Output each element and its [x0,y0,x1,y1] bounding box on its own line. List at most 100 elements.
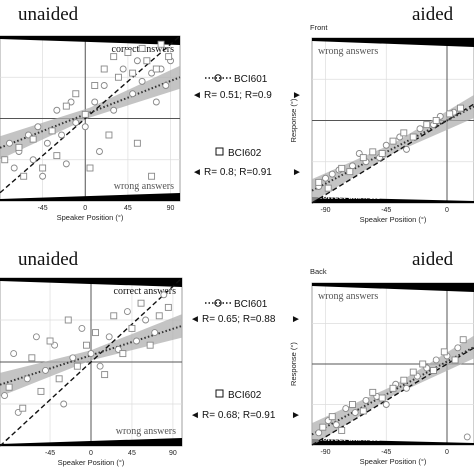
x-tick-label: -45 [381,449,391,456]
data-point-bci602 [315,178,323,186]
data-point-bci602 [91,82,99,89]
x-axis-label: Speaker Position (°) [57,213,124,222]
legend-label-bci602-back: BCI602 [228,390,262,401]
data-point-bci601 [349,162,356,170]
data-point-bci602 [124,49,132,56]
data-point-bci601 [133,337,140,345]
data-point-bci601 [39,172,47,180]
data-point-bci601 [53,106,61,114]
data-point-bci602 [119,350,127,358]
data-point-bci602 [81,110,89,118]
data-point-bci601 [351,409,359,417]
data-point-bci602 [164,303,172,311]
data-point-bci602 [155,312,163,320]
region-band-bottom [312,439,474,445]
data-point-bci601 [23,375,31,383]
row-label-front: Front [310,23,328,32]
data-point-bci601 [10,350,18,358]
region-label-bottom: wrong answers [116,426,176,437]
region-band-bottom [0,438,182,446]
x-tick-label: -90 [320,449,330,456]
data-point-bci601 [29,156,37,164]
data-point-bci602 [39,164,47,172]
data-point-bci602 [389,384,397,392]
data-point-bci601 [91,98,99,106]
data-point-bci602 [64,316,72,324]
x-tick-label: 0 [89,450,93,457]
data-point-bci601 [151,329,159,337]
data-point-bci601 [32,333,40,341]
data-point-bci602 [100,65,108,73]
stats-bci602-back: R= 0.68; R=0.91 [202,410,276,421]
data-point-bci602 [1,156,9,164]
data-point-bci602 [110,312,118,320]
data-point-bci601 [454,344,462,352]
data-point-bci602 [129,69,137,77]
data-point-bci601 [328,170,336,178]
data-point-bci602 [430,367,437,374]
data-point-bci602 [409,133,417,141]
data-point-bci602 [457,104,464,112]
data-point-bci602 [73,362,81,370]
data-point-bci601 [382,141,390,149]
fit-line [0,324,183,386]
region-band-top [0,278,182,287]
data-point-bci602 [138,44,146,52]
region-band-bottom [0,193,180,201]
data-point-bci602 [324,184,332,192]
x-tick-label: -90 [320,207,330,214]
x-tick-label: 0 [83,205,87,212]
region-label-bottom: wrong answers [114,181,174,192]
data-point-bci601 [142,316,150,324]
data-point-bci602 [114,73,122,81]
data-point-bci602 [86,164,94,172]
x-tick-label: 90 [167,205,175,212]
x-tick-label: 0 [445,207,449,214]
data-point-bci602 [20,172,28,180]
stats-bci602-front: R= 0.8; R=0.91 [204,167,272,178]
plot-back-unaided: correct answers wrong answers -45 0 45 90 Spea… [0,277,183,467]
plot-front-aided: wrong answers correct answers -90 -45 0 Speak… [289,37,474,224]
x-axis-label: Speaker Position (°) [360,215,427,224]
data-point-bci602 [46,337,54,345]
plot-back-aided: wrong answers correct answers -90 -45 0 Speak… [289,282,474,466]
data-point-bci602 [389,137,397,145]
data-point-bci602 [419,360,427,368]
fit-line [311,346,474,436]
data-point-bci602 [423,121,431,129]
region-label-bottom: correct answers [318,433,381,444]
arrow-right-icon: ► [292,90,302,101]
x-tick-label: -45 [38,205,48,212]
data-point-bci602 [62,102,70,110]
data-point-bci602 [369,148,377,156]
y-axis-label: Response (°) [289,342,298,386]
fit-line [0,76,181,149]
data-point-bci602 [400,129,408,137]
data-point-bci602 [451,356,459,364]
arrow-right-icon: ► [292,167,302,178]
arrow-left-icon: ◄ [190,410,200,421]
data-point-bci601 [162,82,170,89]
region-label-top: wrong answers [318,46,378,57]
data-point-bci601 [160,291,168,299]
x-tick-label: -45 [381,207,391,214]
panel-title-back-unaided: unaided [18,249,79,270]
data-point-bci601 [96,148,103,155]
data-point-bci602 [346,168,354,176]
arrow-right-icon: ► [291,314,301,325]
legend-front: BCI601 ◄ R= 0.51; R=0.9 ► BCI602 ◄ R= 0.… [192,74,302,178]
data-point-bci601 [96,362,104,370]
legend-label-bci602-front: BCI602 [228,148,262,159]
data-point-bci602 [328,413,336,421]
data-point-bci602 [55,375,63,383]
data-point-bci601 [72,119,80,127]
data-point-bci602 [400,376,408,384]
data-point-bci601 [342,405,350,412]
data-point-bci602 [148,172,156,180]
data-point-bci601 [382,401,390,408]
arrow-left-icon: ◄ [192,167,202,178]
x-tick-label: 90 [169,450,177,457]
data-point-bci601 [100,82,108,89]
x-axis-label: Speaker Position (°) [360,457,427,466]
data-point-bci602 [72,90,80,98]
